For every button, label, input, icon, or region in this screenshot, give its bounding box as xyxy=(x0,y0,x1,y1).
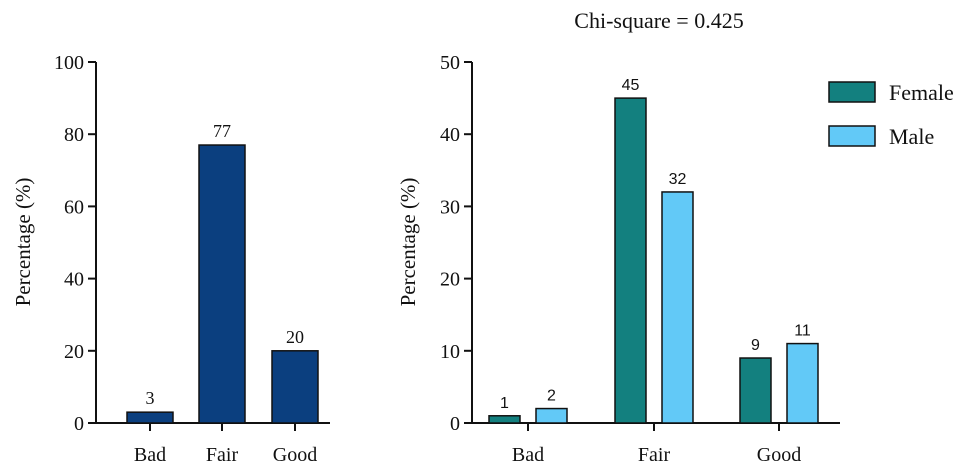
chart-by-sex: Chi-square = 0.425 Percentage (%) 0 10 20 3… xyxy=(396,8,840,466)
y-tick-label: 80 xyxy=(64,124,84,146)
bar-female xyxy=(739,357,772,424)
x-tick-label: Bad xyxy=(134,444,166,466)
legend-swatch-female xyxy=(828,81,876,103)
data-label: 20 xyxy=(286,327,304,347)
bar-female xyxy=(614,97,647,424)
data-label-male: 32 xyxy=(669,171,687,188)
y-tick-label: 100 xyxy=(54,52,84,74)
bar-male xyxy=(535,407,568,424)
y-tick-label: 0 xyxy=(74,413,84,435)
x-tick-label: Good xyxy=(757,444,801,466)
legend: Female Male xyxy=(828,80,954,149)
data-label-female: 1 xyxy=(500,395,509,412)
bar-male xyxy=(661,191,694,424)
legend-label-male: Male xyxy=(889,124,934,149)
data-label: 77 xyxy=(213,121,231,141)
bar xyxy=(198,144,246,424)
y-tick-label: 40 xyxy=(64,269,84,291)
data-label-female: 9 xyxy=(751,337,760,354)
right-y-axis-title: Percentage (%) xyxy=(396,178,420,307)
right-chart-title: Chi-square = 0.425 xyxy=(574,8,743,33)
y-tick-label: 20 xyxy=(440,269,460,291)
legend-label-female: Female xyxy=(889,80,954,105)
data-label-male: 2 xyxy=(547,388,556,405)
left-bars: 3 77 20 xyxy=(126,121,319,424)
x-tick-label: Fair xyxy=(206,444,239,466)
chart-overall: Percentage (%) 0 20 40 60 80 100 Bad Fair Good 3… xyxy=(11,52,330,466)
right-axes: 0 10 20 30 40 50 Bad Fair Good xyxy=(440,52,840,466)
x-tick-label: Fair xyxy=(638,444,671,466)
legend-swatch-male xyxy=(828,125,876,147)
y-tick-label: 40 xyxy=(440,124,460,146)
left-y-axis-title: Percentage (%) xyxy=(11,178,35,307)
right-bars: 1 45 9 2 32 11 xyxy=(488,77,819,424)
data-label-female: 45 xyxy=(622,77,640,94)
y-tick-label: 60 xyxy=(64,196,84,218)
bar-male xyxy=(786,342,819,424)
y-tick-label: 10 xyxy=(440,341,460,363)
bar xyxy=(271,350,319,424)
left-axes: 0 20 40 60 80 100 Bad Fair Good xyxy=(54,52,330,466)
y-tick-label: 50 xyxy=(440,52,460,74)
y-tick-label: 30 xyxy=(440,196,460,218)
x-tick-label: Good xyxy=(273,444,317,466)
data-label-male: 11 xyxy=(794,323,811,340)
data-label: 3 xyxy=(146,388,155,408)
y-tick-label: 0 xyxy=(450,413,460,435)
x-tick-label: Bad xyxy=(512,444,544,466)
bar-female xyxy=(488,415,521,424)
y-tick-label: 20 xyxy=(64,341,84,363)
bar xyxy=(126,411,174,424)
